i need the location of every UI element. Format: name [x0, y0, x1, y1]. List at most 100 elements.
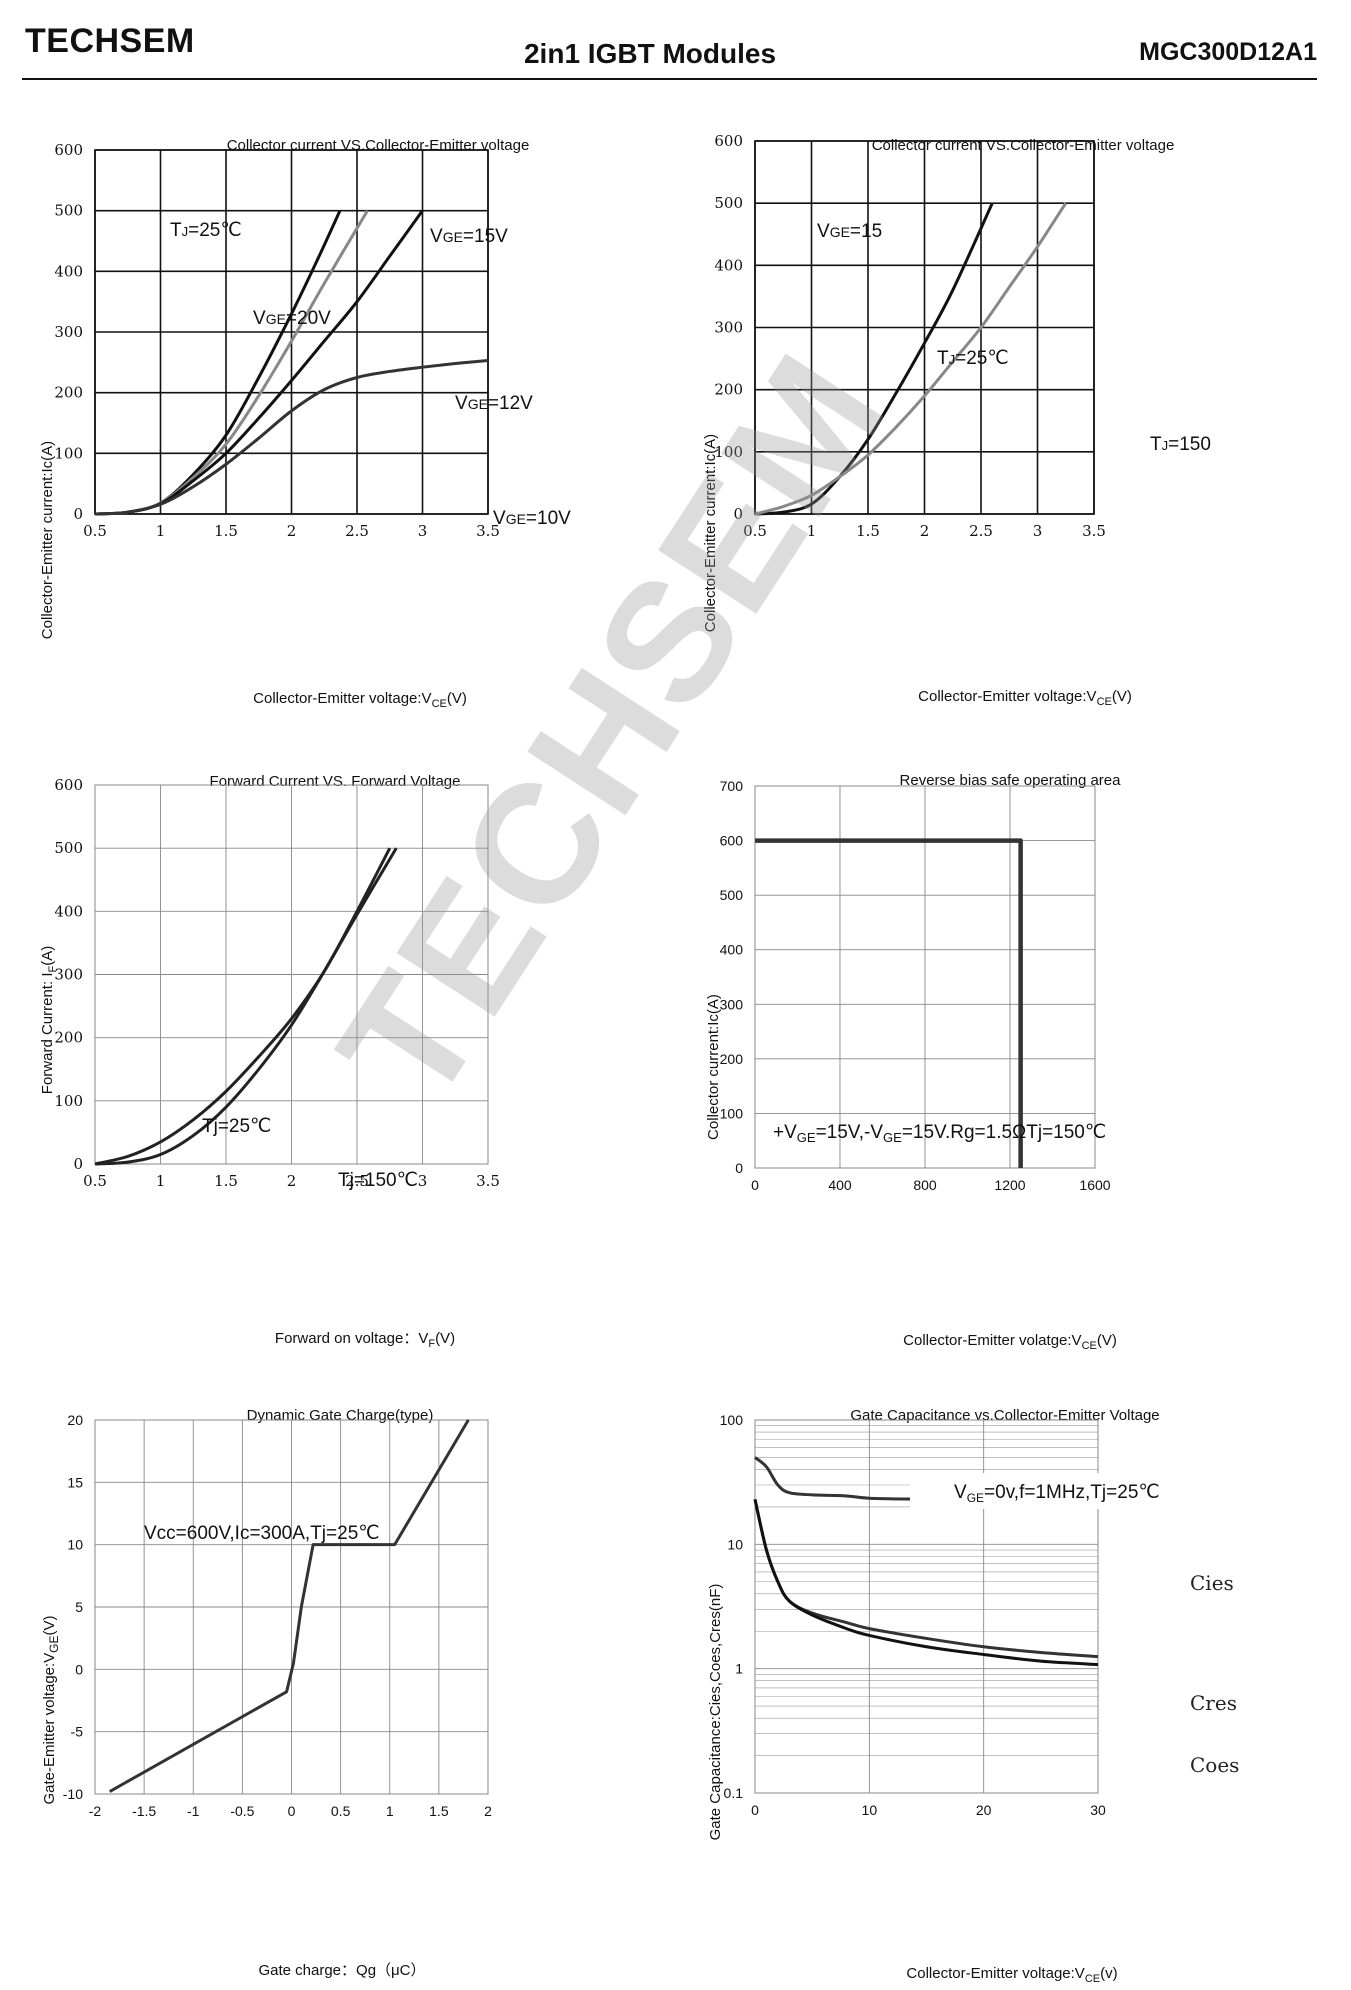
y-tick-label: 400 — [54, 262, 83, 280]
y-tick-label: 100 — [54, 1092, 83, 1110]
y-tick-label: 0 — [735, 1160, 743, 1176]
y-tick-label: 0 — [73, 505, 83, 523]
y-tick-label: 600 — [54, 141, 83, 159]
x-tick-label: -0.5 — [230, 1803, 254, 1819]
y-tick-label: 500 — [714, 194, 743, 212]
y-tick-label: 100 — [714, 443, 743, 461]
annotation-tj150: Tj=150℃ — [338, 1170, 418, 1191]
chart-title: Forward Current VS. Forward Voltage — [210, 773, 461, 790]
label-cres: Cres — [1190, 1691, 1237, 1715]
annotation-tj25: Tj=25℃ — [202, 1116, 271, 1137]
series-tj-25c — [754, 202, 994, 516]
x-tick-label: 10 — [862, 1802, 878, 1818]
cies-label-backdrop — [1184, 1568, 1242, 1598]
x-tick-label: 1 — [156, 1172, 166, 1190]
x-tick-label: 1 — [156, 522, 166, 540]
y-tick-label: 600 — [54, 776, 83, 794]
chart-title: Gate Capacitance vs.Collector-Emitter Vo… — [850, 1407, 1159, 1424]
y-tick-label: 100 — [54, 444, 83, 462]
series-vge — [109, 1419, 470, 1793]
y-axis-label: Gate-Emitter voltage:VGE(V) — [41, 1615, 61, 1804]
y-tick-label: 0.1 — [724, 1785, 744, 1801]
y-tick-label: 500 — [54, 839, 83, 857]
x-tick-label: 3.5 — [1082, 522, 1106, 540]
x-tick-label: 2.5 — [969, 522, 993, 540]
x-tick-label: 3 — [1033, 522, 1043, 540]
annotation-vge15: VGE=15V — [430, 226, 508, 247]
chart-ic-vce-tj: Collector current VS.Collector-Emitter v… — [702, 132, 1211, 708]
x-tick-label: 1.5 — [429, 1803, 449, 1819]
annotation-tj25: TJ=25℃ — [937, 348, 1009, 369]
y-tick-label: 0 — [73, 1155, 83, 1173]
x-axis-label: Collector-Emitter voltage:VCE(v) — [906, 1965, 1117, 1985]
x-tick-label: 0.5 — [83, 1172, 107, 1190]
brand-logo: TECHSEM — [25, 22, 195, 60]
x-tick-label: 2 — [920, 522, 930, 540]
y-axis-label: Forward Current: IF(A) — [39, 946, 59, 1094]
chart-title: Collector current VS.Collector-Emitter v… — [872, 137, 1175, 154]
annotation-conditions: VGE=0v,f=1MHz,Tj=25℃ — [954, 1482, 1160, 1505]
y-tick-label: 100 — [720, 1412, 744, 1428]
x-tick-label: 1.5 — [856, 522, 880, 540]
chart-ic-vce-vge: Collector current VS.Collector-Emitter v… — [39, 137, 571, 710]
y-tick-label: 1 — [735, 1661, 743, 1677]
y-tick-label: 10 — [67, 1537, 83, 1553]
x-tick-label: 2.5 — [345, 522, 369, 540]
part-number: MGC300D12A1 — [1139, 38, 1317, 66]
y-tick-label: 500 — [54, 202, 83, 220]
x-tick-label: -1 — [187, 1803, 200, 1819]
chart-if-vf: Forward Current VS. Forward Voltage 0.5 1… — [39, 773, 500, 1350]
series-coes — [753, 1499, 1099, 1667]
y-tick-label: 700 — [720, 778, 744, 794]
x-tick-label: 30 — [1090, 1802, 1106, 1818]
chart-title: Reverse bias safe operating area — [900, 772, 1122, 789]
cres-label-backdrop — [1184, 1688, 1242, 1718]
annotation-vge10: VGE=10V — [493, 508, 571, 529]
y-tick-label: 600 — [714, 132, 743, 150]
x-tick-label: 20 — [976, 1802, 992, 1818]
y-tick-label: -10 — [63, 1786, 83, 1802]
series-vge-20v — [94, 210, 342, 516]
x-tick-label: 2.5 — [345, 1172, 369, 1190]
x-tick-label: 0.5 — [743, 522, 767, 540]
annotation-vge20: VGE=20V — [253, 308, 331, 329]
y-axis-label: Collector current:Ic(A) — [705, 994, 722, 1140]
document-title: 2in1 IGBT Modules — [523, 38, 777, 69]
y-axis-label: Gate Capacitance:Cies,Coes,Cres(nF) — [707, 1584, 724, 1841]
x-tick-label: 800 — [913, 1177, 937, 1193]
x-tick-label: 2 — [484, 1803, 492, 1819]
y-tick-label: 300 — [720, 996, 744, 1012]
y-tick-label: 200 — [720, 1051, 744, 1067]
coes-label-backdrop — [1184, 1750, 1242, 1780]
annotation-conditions: +VGE=15V,-VGE=15V.Rg=1.5ΩTj=150℃ — [773, 1122, 1106, 1145]
y-tick-label: 200 — [54, 384, 83, 402]
y-tick-label: 0 — [733, 505, 743, 523]
x-axis-label: Gate charge：Qg（μC） — [258, 1962, 425, 1979]
label-coes: Coes — [1190, 1753, 1239, 1777]
x-tick-label: 0 — [751, 1177, 759, 1193]
x-tick-label: 1 — [386, 1803, 394, 1819]
y-tick-label: 200 — [54, 1029, 83, 1047]
chart-gate-capacitance: Gate Capacitance vs.Collector-Emitter Vo… — [707, 1407, 1242, 1985]
x-tick-label: 1.5 — [214, 522, 238, 540]
annotation-tj25: TJ=25℃ — [170, 220, 242, 241]
y-tick-label: 0 — [75, 1661, 83, 1677]
y-tick-label: 200 — [714, 381, 743, 399]
series-tj-150c — [94, 847, 398, 1166]
x-tick-label: 0 — [751, 1802, 759, 1818]
x-tick-label: -1.5 — [132, 1803, 156, 1819]
x-tick-label: -2 — [89, 1803, 102, 1819]
y-tick-label: 15 — [67, 1474, 83, 1490]
annotation-vge15: VGE=15 — [817, 221, 882, 242]
y-tick-label: 20 — [67, 1412, 83, 1428]
x-tick-label: 400 — [828, 1177, 852, 1193]
header-rule — [22, 78, 1317, 80]
x-axis-label: Forward on voltage：VF(V) — [275, 1330, 455, 1350]
chart-rbsoa: Reverse bias safe operating area 0 400 800… — [705, 772, 1122, 1352]
x-tick-label: 1600 — [1079, 1177, 1110, 1193]
annotation-tj150: TJ=150 — [1150, 434, 1211, 455]
x-axis-label: Collector-Emitter voltage:VCE(V) — [918, 688, 1132, 708]
series-tj-150 — [754, 202, 1068, 516]
chart-gate-charge: Dynamic Gate Charge(type) -2 -1.5 -1 -0.5 0 0… — [41, 1407, 492, 1979]
label-cies: Cies — [1190, 1571, 1234, 1595]
